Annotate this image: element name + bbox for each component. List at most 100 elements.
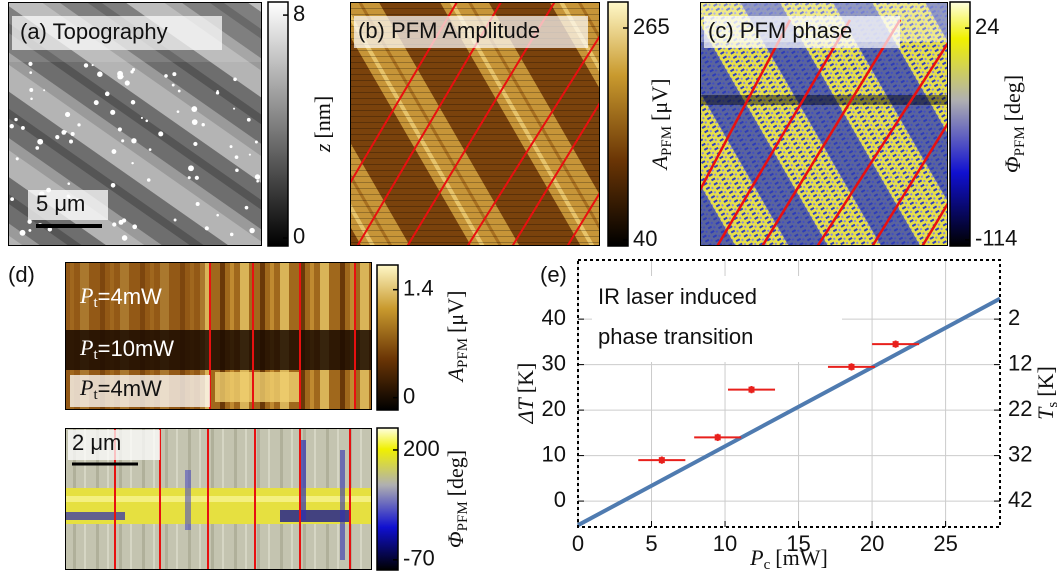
dot: [233, 77, 237, 81]
panel-title: (c) PFM phase: [708, 18, 852, 43]
y2-tick-label: 32: [1008, 441, 1032, 466]
math-label: Pc[mW]: [749, 545, 828, 573]
dot: [172, 84, 175, 87]
dot: [174, 219, 177, 222]
colorbar: [950, 2, 970, 246]
panel-title: (d): [8, 262, 35, 287]
colorbar-tick-label: 0: [403, 383, 415, 408]
dot: [196, 202, 200, 206]
dot: [249, 228, 254, 233]
symbol: Φ: [1000, 156, 1025, 173]
dot: [125, 80, 130, 85]
dot: [97, 71, 103, 77]
dot: [55, 135, 59, 139]
annotation: IR laser induced: [598, 284, 757, 309]
page: (a) Topography 5 μm (b) PFM Amplitude (c…: [0, 0, 1063, 577]
y-tick-label: 10: [542, 441, 566, 466]
colorbar: [268, 2, 288, 246]
dot: [216, 91, 219, 94]
colorbar: [608, 2, 628, 246]
dot: [112, 149, 117, 154]
dot: [131, 162, 133, 164]
dot: [28, 62, 32, 66]
dot: [255, 174, 260, 179]
dot: [249, 154, 251, 156]
y2-tick-label: 2: [1008, 305, 1020, 330]
dot: [130, 70, 133, 73]
power-label: Pt=4mW: [79, 375, 162, 403]
subscript: PFM: [659, 126, 675, 156]
subscript: PFM: [1012, 126, 1028, 156]
y2-tick-label: 42: [1008, 487, 1032, 512]
dot: [145, 119, 148, 122]
dot: [245, 206, 249, 210]
point: [749, 387, 755, 393]
dot: [21, 126, 25, 130]
math-label: APFM[μV]: [647, 79, 675, 172]
dot: [69, 140, 73, 144]
unit: [nm]: [310, 96, 335, 139]
colorbar-tick-label: 24: [975, 14, 999, 39]
symbol: P: [749, 545, 763, 570]
dot: [84, 63, 88, 67]
point: [659, 457, 665, 463]
math-label: APFM[μV]: [443, 291, 471, 384]
dot: [256, 180, 259, 183]
dot: [255, 141, 258, 144]
panel-title: (a) Topography: [20, 19, 168, 44]
symbol: P: [79, 283, 93, 308]
subscript: s: [1045, 402, 1061, 408]
dot: [205, 226, 209, 230]
dot: [10, 197, 14, 201]
dot: [235, 168, 239, 172]
y-tick-label: 40: [542, 305, 566, 330]
figure: (a) Topography 5 μm (b) PFM Amplitude (c…: [0, 0, 1063, 577]
dot: [71, 132, 75, 136]
power-label: Pt=4mW: [79, 283, 162, 311]
x-tick-label: 0: [572, 531, 584, 556]
unit: [K]: [1033, 366, 1058, 397]
dot: [230, 233, 234, 237]
colorbar-tick-label: 200: [403, 436, 440, 461]
dot: [105, 92, 110, 97]
rest: =4mW: [98, 284, 162, 309]
dot: [111, 183, 116, 188]
dot: [131, 100, 136, 105]
dot: [122, 235, 128, 241]
dot: [110, 110, 115, 115]
dot: [149, 148, 152, 151]
symbol: Φ: [443, 531, 468, 548]
x-tick-label: 25: [933, 531, 957, 556]
unit: [mW]: [775, 545, 828, 570]
dot: [141, 117, 143, 119]
colorbar: [377, 265, 398, 410]
dot: [216, 214, 219, 217]
colorbar-tick-label: 8: [293, 1, 305, 26]
panel-title: (b) PFM Amplitude: [358, 18, 540, 43]
subscript: PFM: [455, 501, 471, 531]
annotation: phase transition: [598, 324, 753, 349]
colorbar-tick-label: 0: [293, 224, 305, 249]
dot: [29, 71, 32, 74]
dot: [30, 97, 33, 100]
y-tick-label: 30: [542, 350, 566, 375]
dot: [67, 182, 70, 185]
colorbar-tick-label: -114: [975, 226, 1017, 251]
math-label: ΦPFM[deg]: [1000, 75, 1028, 173]
dot: [178, 90, 181, 93]
dot: [188, 176, 191, 179]
dot: [29, 88, 33, 92]
dot: [121, 139, 124, 142]
colorbar-tick-label: 1.4: [403, 275, 434, 300]
dot: [191, 106, 197, 112]
dot: [118, 127, 122, 131]
dot: [35, 146, 39, 150]
y-tick-label: 20: [542, 396, 566, 421]
colorbar-tick-label: 265: [633, 14, 670, 39]
symbol: A: [443, 367, 468, 383]
dot: [14, 118, 17, 121]
dot: [158, 131, 163, 136]
dot: [195, 176, 199, 180]
rest: =4mW: [98, 376, 162, 401]
dot: [112, 222, 116, 226]
